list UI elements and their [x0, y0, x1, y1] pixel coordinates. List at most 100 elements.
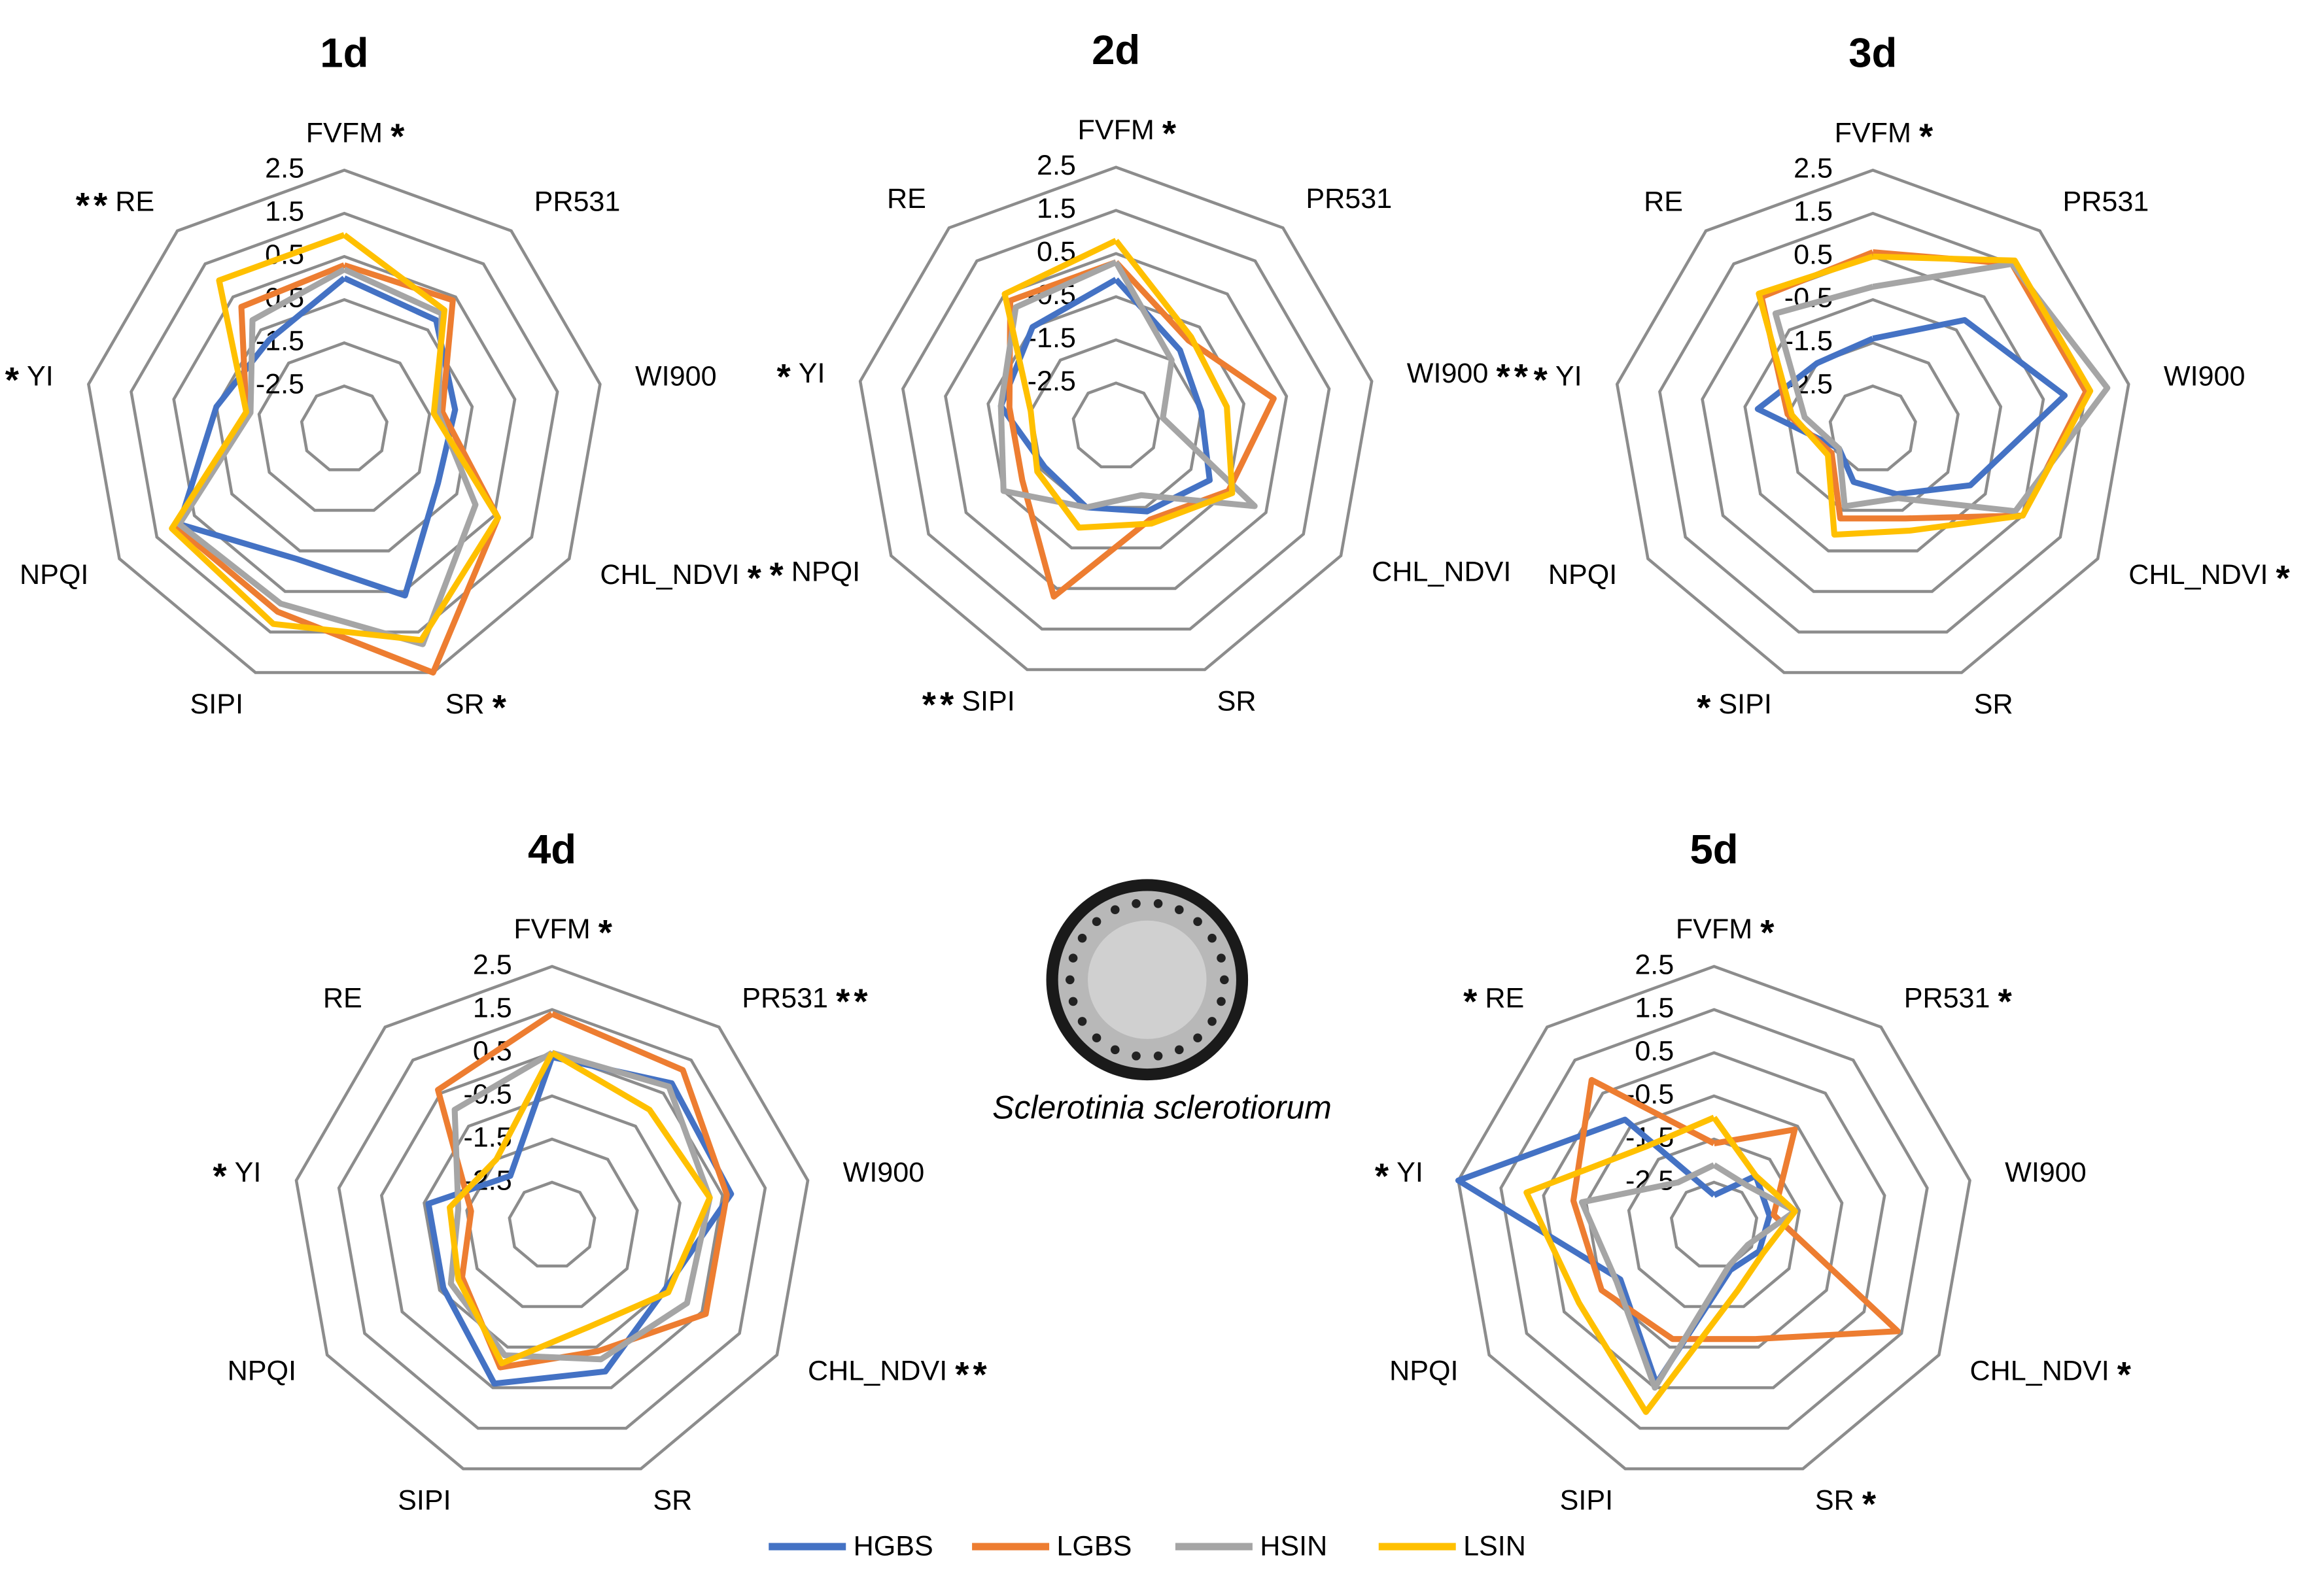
axis-label: SR — [1217, 685, 1257, 717]
axis-label: PR531 — [1306, 183, 1392, 214]
series-line — [1772, 260, 2111, 515]
chart-title: 2d — [1092, 27, 1140, 73]
axis-label: PR531 — [534, 186, 621, 218]
axis-label: SIPI — [190, 689, 243, 720]
legend-label: LSIN — [1463, 1531, 1526, 1562]
grid-ring — [423, 1094, 682, 1349]
significance-mark: * — [2117, 1354, 2132, 1394]
axis-label: RE — [115, 186, 154, 218]
significance-mark: * — [973, 1354, 988, 1394]
sclerotia — [1066, 898, 1229, 1061]
grid-ring — [1786, 341, 1960, 512]
axis-label: NPQI — [20, 559, 88, 590]
r-tick-label: -2.5 — [1028, 366, 1076, 397]
grid-ring — [1743, 298, 2003, 553]
axis-label: WI900 — [843, 1157, 925, 1188]
r-tick-label: 1.5 — [265, 196, 304, 228]
grid-ring — [1627, 1137, 1801, 1309]
r-tick-label: 0.5 — [1635, 1035, 1674, 1067]
axis-label: SIPI — [1718, 689, 1771, 720]
significance-mark: * — [1514, 357, 1529, 397]
axis-label: FVFM — [1676, 914, 1752, 945]
axis-label: WI900 — [1407, 358, 1489, 389]
r-tick-label: 1.5 — [473, 992, 512, 1023]
legend-label: LGBS — [1056, 1531, 1132, 1562]
sclerotium-dot — [1066, 975, 1075, 985]
axis-label: SR — [1974, 689, 2013, 720]
chart-title: 1d — [320, 31, 368, 77]
significance-mark: * — [748, 558, 762, 598]
axis-label: YI — [27, 361, 54, 392]
axis-label: CHL_NDVI — [808, 1356, 947, 1387]
axis-label: NPQI — [1389, 1356, 1458, 1387]
grid-ring — [86, 168, 602, 674]
series-line — [1523, 1114, 1798, 1415]
axis-label: FVFM — [1078, 114, 1154, 146]
sclerotium-dot — [1068, 997, 1078, 1006]
r-tick-label: 1.5 — [1635, 992, 1674, 1023]
series-line — [172, 262, 501, 676]
axis-label: SIPI — [1560, 1485, 1613, 1516]
significance-mark: * — [390, 116, 405, 156]
grid-ring — [1828, 384, 1917, 471]
grid-ring — [300, 384, 389, 471]
axis-label: SR — [1815, 1485, 1854, 1516]
grid-ring — [1669, 1180, 1759, 1268]
significance-mark: * — [598, 913, 613, 953]
axis-label: SIPI — [962, 685, 1015, 717]
sclerotium-dot — [1068, 953, 1078, 963]
axis-label: WI900 — [635, 361, 717, 392]
sclerotium-dot — [1132, 898, 1141, 908]
significance-mark: * — [940, 685, 954, 725]
r-tick-label: 2.5 — [265, 153, 304, 184]
significance-mark: * — [1496, 357, 1510, 397]
r-tick-label: 2.5 — [1635, 949, 1674, 980]
axis-label: WI900 — [2005, 1157, 2087, 1188]
significance-mark: * — [1463, 982, 1478, 1021]
grid-ring — [130, 211, 559, 634]
chart-title: 5d — [1690, 827, 1738, 872]
sclerotium-dot — [1110, 1045, 1120, 1055]
petri-dish — [1046, 879, 1249, 1081]
axis-label: YI — [235, 1157, 262, 1188]
significance-mark: * — [213, 1156, 227, 1196]
grid-ring — [508, 1180, 597, 1268]
chart-title: 3d — [1848, 31, 1897, 77]
sclerotium-dot — [1207, 1017, 1217, 1026]
mycelium — [1088, 920, 1207, 1039]
sclerotium-dot — [1175, 905, 1184, 915]
axis-label: RE — [887, 183, 926, 214]
grid-ring — [1615, 168, 2130, 674]
sclerotium-dot — [1092, 917, 1101, 927]
axis-label: SIPI — [398, 1485, 451, 1516]
axis-label: CHL_NDVI — [1970, 1356, 2109, 1387]
sclerotium-dot — [1217, 953, 1226, 963]
axis-label: NPQI — [1548, 559, 1617, 590]
axis-label: PR531 — [742, 982, 828, 1014]
series-line — [997, 277, 1213, 515]
significance-mark: * — [1375, 1156, 1389, 1196]
sclerotium-dot — [1132, 1051, 1141, 1061]
grid-ring — [901, 209, 1331, 631]
r-tick-label: -2.5 — [256, 369, 304, 400]
significance-mark: * — [922, 685, 937, 725]
series-line — [447, 1050, 713, 1363]
significance-mark: * — [777, 357, 791, 397]
significance-mark: * — [1534, 360, 1548, 400]
significance-mark: * — [76, 186, 90, 226]
chart-title: 4d — [528, 827, 576, 872]
grid-ring — [1542, 1051, 1886, 1390]
significance-mark: * — [769, 555, 784, 595]
significance-mark: * — [854, 982, 868, 1021]
series-line — [1756, 253, 2094, 538]
legend-label: HSIN — [1260, 1531, 1327, 1562]
axis-label: FVFM — [513, 914, 590, 945]
significance-mark: * — [1998, 982, 2013, 1021]
r-tick-label: 0.5 — [1794, 239, 1833, 271]
grid-ring — [294, 965, 810, 1471]
axis-label: PR531 — [1904, 982, 1990, 1014]
axis-label: YI — [1555, 361, 1582, 392]
series-line — [447, 1050, 713, 1367]
